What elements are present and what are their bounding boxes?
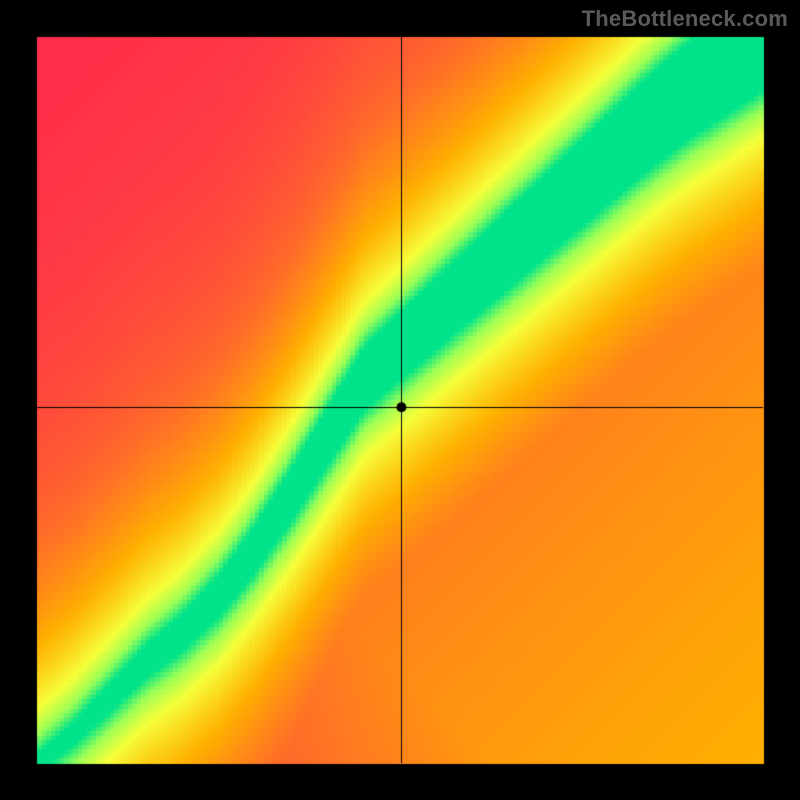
bottleneck-heatmap xyxy=(0,0,800,800)
